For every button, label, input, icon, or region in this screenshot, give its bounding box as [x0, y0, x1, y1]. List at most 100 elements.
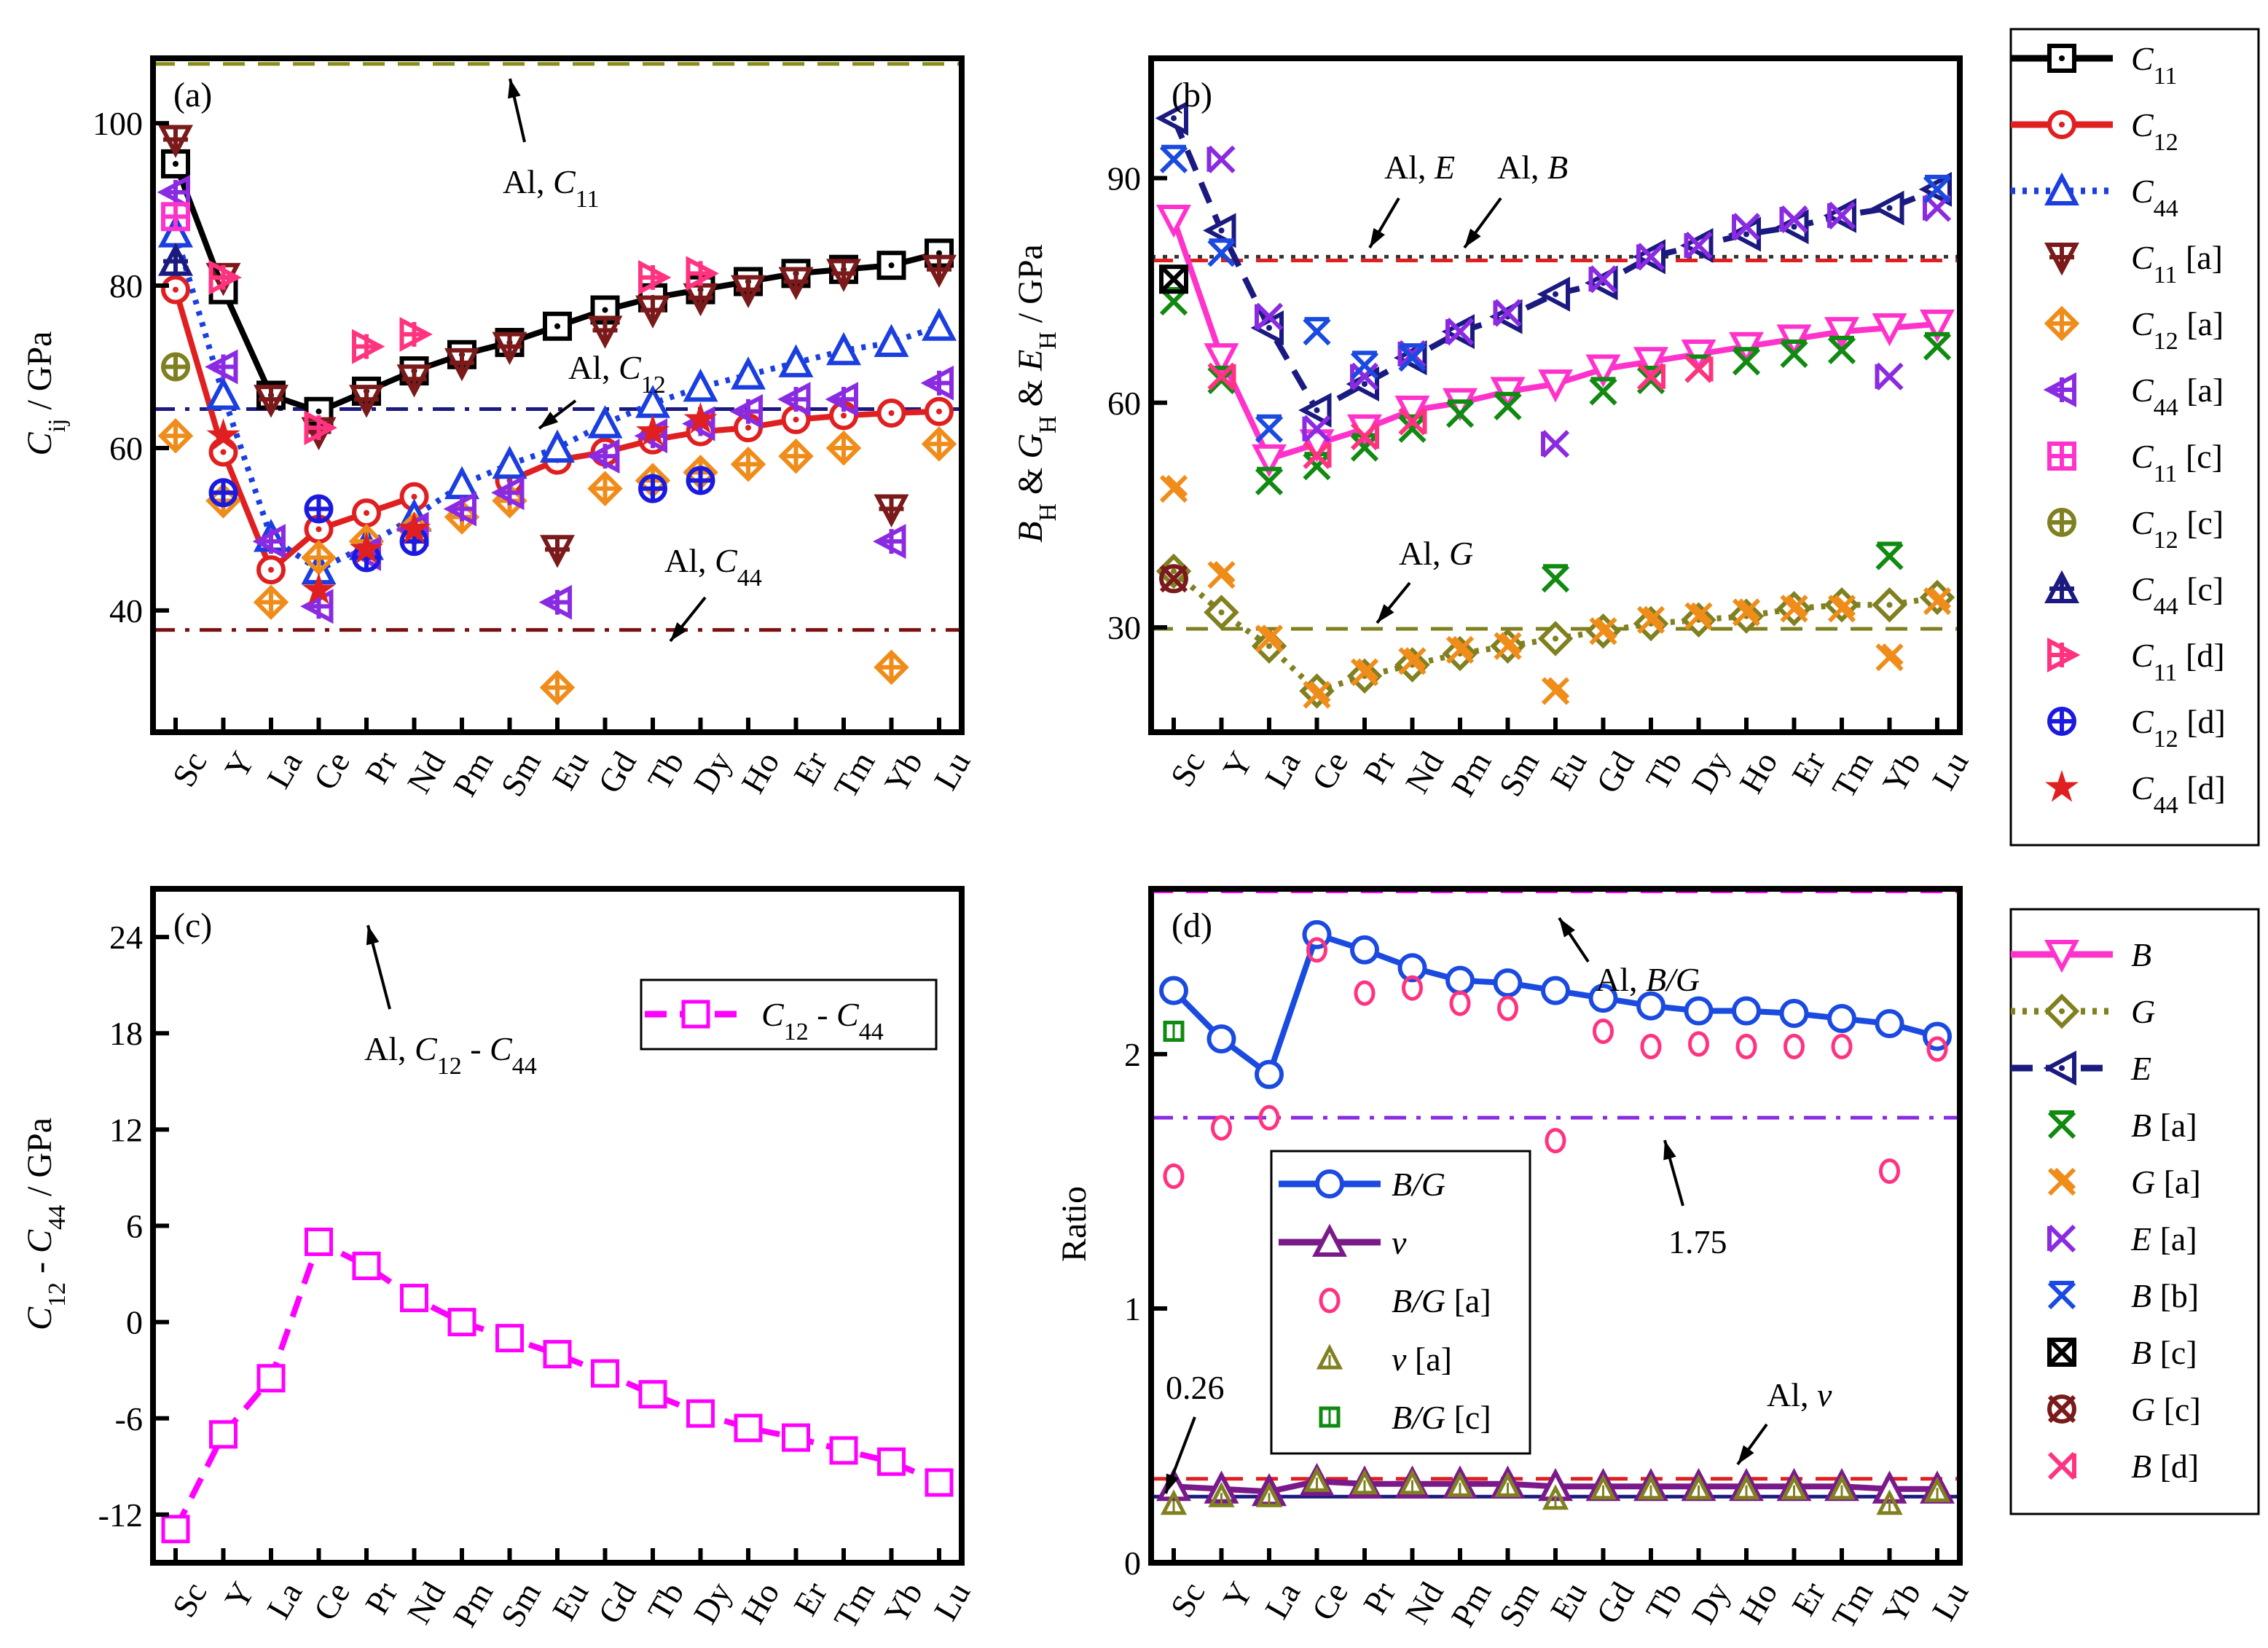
legend-sample — [2011, 993, 2113, 1029]
legend-label: B/G — [1392, 1166, 1445, 1203]
data-point — [1493, 968, 1523, 998]
x-tick-label: Tb — [640, 745, 691, 796]
data-point — [1207, 362, 1236, 391]
legend-sample — [645, 1000, 747, 1029]
x-tick-label: Y — [217, 1576, 262, 1615]
data-point — [1684, 231, 1713, 260]
data-point — [1208, 1481, 1235, 1507]
legend-label: C12 — [2131, 106, 2178, 156]
legend-marker — [2047, 1394, 2076, 1424]
data-point — [1159, 564, 1188, 594]
legend-label: C44 [c] — [2131, 570, 2224, 620]
data-point — [1779, 999, 1809, 1029]
legend-marker — [2044, 243, 2079, 276]
data-point — [730, 446, 766, 482]
data-point — [1733, 1474, 1760, 1500]
legend-sample — [2011, 1051, 2113, 1086]
annotation-al-b: Al, B — [1497, 149, 1568, 186]
data-point — [252, 524, 286, 560]
data-point — [683, 401, 718, 434]
data-point — [543, 1340, 572, 1369]
y-tick-label: 30 — [1107, 609, 1141, 646]
legend-sample — [1279, 1169, 1381, 1198]
y-tick-label: 0 — [126, 1304, 143, 1341]
data-point — [1207, 238, 1236, 267]
annotation-arrow — [366, 925, 391, 1010]
data-point — [826, 331, 861, 366]
x-tick-label: Dy — [686, 745, 739, 799]
y-tick-label: 2 — [1124, 1036, 1141, 1073]
data-point — [1732, 996, 1761, 1026]
panel-label: (a) — [173, 76, 212, 114]
legend-label: B [a] — [2131, 1107, 2197, 1144]
x-tick-label: Sc — [1163, 745, 1212, 793]
panel-label: (b) — [1172, 76, 1212, 114]
x-tick-label: Ce — [306, 1576, 357, 1627]
legend-label: B [c] — [2131, 1334, 2197, 1371]
annotation-175: 1.75 — [1668, 1223, 1727, 1260]
legend-marker — [2047, 707, 2076, 736]
data-point — [1633, 605, 1669, 642]
annotation-arrow — [1376, 581, 1411, 624]
x-tick-label: Tb — [1639, 1576, 1690, 1627]
data-point — [635, 295, 670, 329]
data-point — [1449, 990, 1471, 1016]
data-point — [1824, 317, 1859, 350]
data-point — [1394, 396, 1430, 429]
data-point — [874, 323, 909, 358]
data-point — [444, 466, 479, 500]
panel-label: (c) — [173, 906, 212, 945]
x-tick-label: Sc — [165, 1576, 213, 1623]
data-point — [1402, 975, 1423, 1001]
annotation-al-g: Al, G — [1399, 535, 1473, 572]
x-tick-label: Tm — [826, 745, 882, 804]
legend-marker — [2047, 1110, 2076, 1139]
data-point — [256, 1364, 286, 1393]
y-tick-label: 12 — [109, 1111, 143, 1148]
data-point — [729, 393, 763, 429]
x-tick-label: Lu — [1925, 745, 1976, 796]
data-point — [1876, 1489, 1903, 1515]
data-point — [873, 524, 906, 560]
x-tick-label: Dy — [1684, 1576, 1737, 1630]
x-tick-label: Sc — [1163, 1576, 1212, 1623]
legend-sample — [2044, 769, 2079, 802]
series-c44-c- — [158, 243, 193, 276]
data-point — [876, 399, 906, 428]
data-point — [1445, 965, 1475, 995]
data-point — [158, 125, 193, 158]
legend-label: B/G [c] — [1392, 1399, 1491, 1436]
data-point — [1875, 1009, 1904, 1038]
x-tick-label: Nd — [400, 1576, 452, 1630]
data-point — [1303, 680, 1331, 709]
panel-label: (d) — [1172, 906, 1212, 945]
data-point — [1593, 1018, 1614, 1044]
x-tick-label: Pm — [446, 745, 501, 803]
data-point — [1688, 1031, 1709, 1057]
data-point — [1354, 980, 1376, 1006]
legend-sample — [2047, 1338, 2076, 1367]
annotation-arrow — [508, 78, 526, 143]
data-point — [1442, 635, 1478, 672]
x-tick-label: Pr — [1356, 745, 1403, 790]
series-line — [508, 408, 940, 484]
data-point — [1538, 369, 1573, 403]
legend-label: G [c] — [2131, 1391, 2201, 1428]
x-tick-label: Pm — [446, 1576, 501, 1633]
data-point — [638, 1380, 667, 1409]
series-line — [1171, 117, 1939, 415]
data-point — [829, 1436, 858, 1465]
data-point — [1684, 602, 1713, 630]
annotation-arrow — [1368, 197, 1400, 249]
data-point — [1255, 466, 1284, 495]
series-b-c- — [1159, 264, 1188, 294]
data-point — [1684, 996, 1714, 1026]
data-point — [1780, 339, 1808, 369]
x-tick-label: Nd — [400, 745, 452, 799]
data-point — [1204, 595, 1239, 630]
series-line — [1171, 218, 1938, 463]
data-point — [1636, 243, 1665, 271]
legend-marker — [2044, 993, 2080, 1029]
x-tick-label: Lu — [927, 1576, 978, 1627]
